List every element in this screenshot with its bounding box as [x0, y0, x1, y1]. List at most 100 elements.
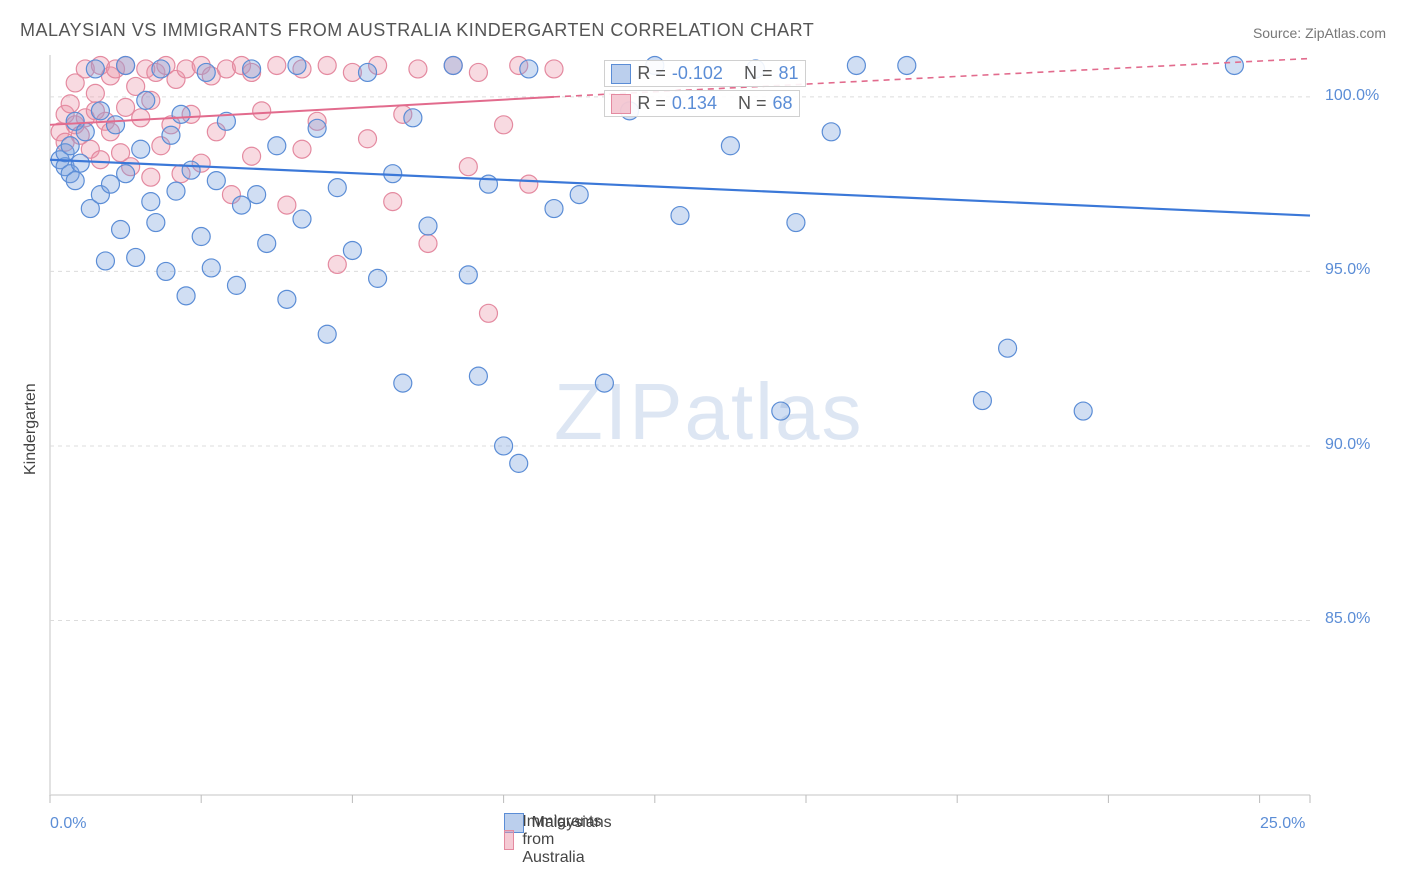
data-point: [278, 290, 296, 308]
data-point: [152, 60, 170, 78]
data-point: [671, 207, 689, 225]
regression-swatch: [611, 64, 631, 84]
y-tick-label: 95.0%: [1325, 261, 1370, 279]
data-point: [384, 193, 402, 211]
data-point: [117, 165, 135, 183]
data-point: [898, 56, 916, 74]
data-point: [520, 175, 538, 193]
data-point: [268, 137, 286, 155]
data-point: [409, 60, 427, 78]
data-point: [721, 137, 739, 155]
data-point: [510, 454, 528, 472]
data-point: [787, 214, 805, 232]
regression-box: R = 0.134 N = 68: [604, 90, 799, 117]
data-point: [86, 84, 104, 102]
data-point: [359, 130, 377, 148]
legend-label: Immigrants from Australia: [522, 813, 610, 867]
data-point: [293, 140, 311, 158]
data-point: [147, 214, 165, 232]
n-value: 81: [778, 63, 798, 84]
data-point: [132, 109, 150, 127]
data-point: [545, 60, 563, 78]
data-point: [107, 116, 125, 134]
y-tick-label: 90.0%: [1325, 436, 1370, 454]
data-point: [258, 234, 276, 252]
data-point: [595, 374, 613, 392]
data-point: [570, 186, 588, 204]
data-point: [278, 196, 296, 214]
data-point: [318, 325, 336, 343]
data-point: [822, 123, 840, 141]
data-point: [86, 60, 104, 78]
x-tick-label: 0.0%: [50, 815, 86, 833]
data-point: [227, 276, 245, 294]
data-point: [132, 140, 150, 158]
data-point: [207, 172, 225, 190]
data-point: [318, 56, 336, 74]
data-point: [545, 200, 563, 218]
data-point: [91, 102, 109, 120]
data-point: [197, 63, 215, 81]
regression-swatch: [611, 94, 631, 114]
data-point: [243, 60, 261, 78]
data-point: [66, 172, 84, 190]
data-point: [459, 266, 477, 284]
data-point: [469, 63, 487, 81]
r-value: 0.134: [672, 93, 717, 114]
data-point: [253, 102, 271, 120]
data-point: [343, 241, 361, 259]
data-point: [328, 179, 346, 197]
y-tick-label: 100.0%: [1325, 87, 1379, 105]
data-point: [117, 98, 135, 116]
data-point: [177, 287, 195, 305]
r-value: -0.102: [672, 63, 723, 84]
data-point: [71, 154, 89, 172]
data-point: [359, 63, 377, 81]
x-tick-label: 25.0%: [1260, 815, 1305, 833]
data-point: [137, 91, 155, 109]
chart-title: MALAYSIAN VS IMMIGRANTS FROM AUSTRALIA K…: [20, 20, 814, 41]
data-point: [268, 56, 286, 74]
data-point: [772, 402, 790, 420]
y-axis-label: Kindergarten: [22, 383, 40, 475]
data-point: [142, 193, 160, 211]
data-point: [847, 56, 865, 74]
data-point: [182, 161, 200, 179]
data-point: [162, 126, 180, 144]
data-point: [76, 123, 94, 141]
data-point: [495, 437, 513, 455]
data-point: [973, 392, 991, 410]
data-point: [96, 252, 114, 270]
data-point: [101, 175, 119, 193]
data-point: [479, 304, 497, 322]
legend-item: Immigrants from Australia: [504, 813, 611, 867]
y-tick-label: 85.0%: [1325, 610, 1370, 628]
data-point: [459, 158, 477, 176]
data-point: [61, 137, 79, 155]
data-point: [419, 234, 437, 252]
data-point: [142, 168, 160, 186]
legend-swatch: [504, 830, 515, 850]
data-point: [157, 262, 175, 280]
data-point: [444, 56, 462, 74]
data-point: [404, 109, 422, 127]
data-point: [369, 269, 387, 287]
data-point: [127, 248, 145, 266]
data-point: [1225, 56, 1243, 74]
data-point: [469, 367, 487, 385]
data-point: [328, 255, 346, 273]
source-attribution: Source: ZipAtlas.com: [1253, 25, 1386, 41]
scatter-chart: [50, 55, 1310, 795]
data-point: [233, 196, 251, 214]
data-point: [288, 56, 306, 74]
data-point: [248, 186, 266, 204]
data-point: [243, 147, 261, 165]
data-point: [1074, 402, 1092, 420]
data-point: [293, 210, 311, 228]
regression-box: R = -0.102 N = 81: [604, 60, 805, 87]
n-value: 68: [772, 93, 792, 114]
data-point: [999, 339, 1017, 357]
data-point: [61, 95, 79, 113]
data-point: [495, 116, 513, 134]
data-point: [394, 374, 412, 392]
